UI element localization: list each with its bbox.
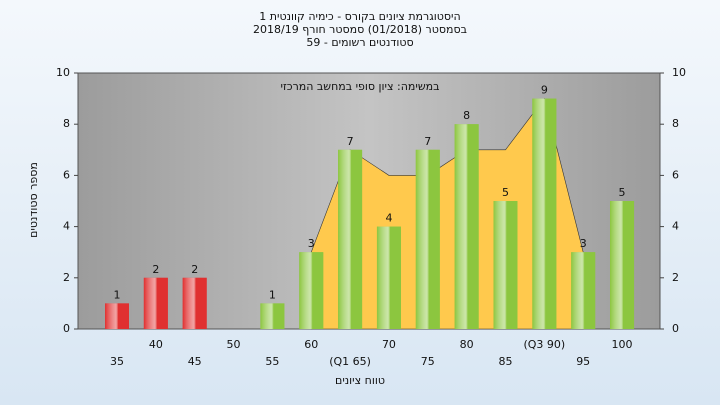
data-label: 1 — [269, 288, 276, 301]
x-tick-label: (Q1 65) — [329, 355, 371, 368]
x-tick-label: 35 — [110, 355, 124, 368]
bar-shine — [143, 277, 168, 329]
y-tick-label: 4 — [63, 220, 70, 233]
y2-tick-label: 6 — [672, 168, 679, 181]
bar-shine — [493, 201, 518, 329]
data-label: 3 — [308, 237, 315, 250]
y2-tick-label: 4 — [672, 220, 679, 233]
x-tick-label: 75 — [421, 355, 435, 368]
bar-shine — [532, 98, 557, 329]
annotation: במשימה: ציון סופי במחשב המרכזי — [280, 80, 439, 93]
x-tick-label: 55 — [265, 355, 279, 368]
data-label: 4 — [385, 212, 392, 225]
y2-tick-label: 0 — [672, 322, 679, 335]
y-tick-label: 10 — [56, 66, 70, 79]
data-label: 2 — [152, 263, 159, 276]
y-tick-label: 8 — [63, 117, 70, 130]
data-label: 2 — [191, 263, 198, 276]
x-tick-label: 60 — [304, 338, 318, 351]
chart-title: היסטוגרמת ציונים בקורס - כימיה קוונטית 1 — [259, 10, 460, 23]
chart-subtitle: בסמסטר (01/2018) סמסטר חורף 2018/19 — [253, 23, 467, 36]
bar-shine — [571, 252, 596, 329]
x-axis-label: טווח ציונים — [335, 374, 385, 387]
x-tick-label: (Q3 90) — [523, 338, 565, 351]
bar-shine — [610, 201, 635, 329]
bar-shine — [260, 303, 285, 329]
x-tick-label: 85 — [499, 355, 513, 368]
x-tick-label: 95 — [576, 355, 590, 368]
data-label: 9 — [541, 84, 548, 97]
x-tick-label: 100 — [612, 338, 633, 351]
y-axis-label: מספר סטודנטים — [27, 162, 40, 238]
x-tick-label: 70 — [382, 338, 396, 351]
x-tick-label: 40 — [149, 338, 163, 351]
y2-tick-label: 8 — [672, 117, 679, 130]
data-label: 8 — [463, 109, 470, 122]
bar-shine — [105, 303, 129, 329]
data-label: 7 — [424, 135, 431, 148]
data-label: 5 — [502, 186, 509, 199]
chart-subtitle: סטודנטים רשומים - 59 — [306, 36, 413, 49]
bar-shine — [338, 149, 363, 329]
data-label: 5 — [619, 186, 626, 199]
data-label: 3 — [580, 237, 587, 250]
x-tick-label: 50 — [227, 338, 241, 351]
y2-tick-label: 10 — [672, 66, 686, 79]
data-label: 7 — [347, 135, 354, 148]
y-tick-label: 2 — [63, 271, 70, 284]
bar-shine — [376, 226, 401, 329]
y2-tick-label: 2 — [672, 271, 679, 284]
bar-shine — [182, 277, 207, 329]
x-tick-label: 45 — [188, 355, 202, 368]
data-label: 1 — [114, 288, 121, 301]
bar-shine — [415, 149, 440, 329]
x-tick-label: 80 — [460, 338, 474, 351]
bar-shine — [454, 124, 479, 329]
y-tick-label: 6 — [63, 168, 70, 181]
bar-shine — [299, 252, 324, 329]
y-tick-label: 0 — [63, 322, 70, 335]
